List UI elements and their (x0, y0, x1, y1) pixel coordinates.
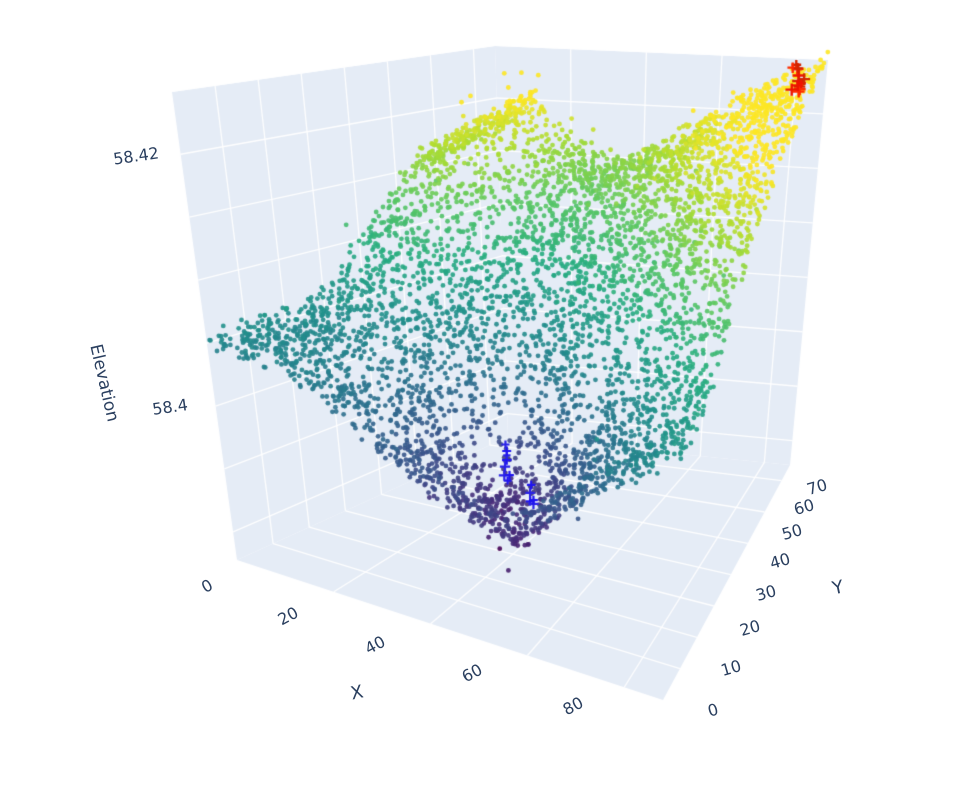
plot-area: 0 20 40 60 80 0 10 20 30 40 50 60 70 58.4 58.42 X Y El… (0, 0, 978, 800)
scatter3d-canvas[interactable] (0, 0, 978, 800)
